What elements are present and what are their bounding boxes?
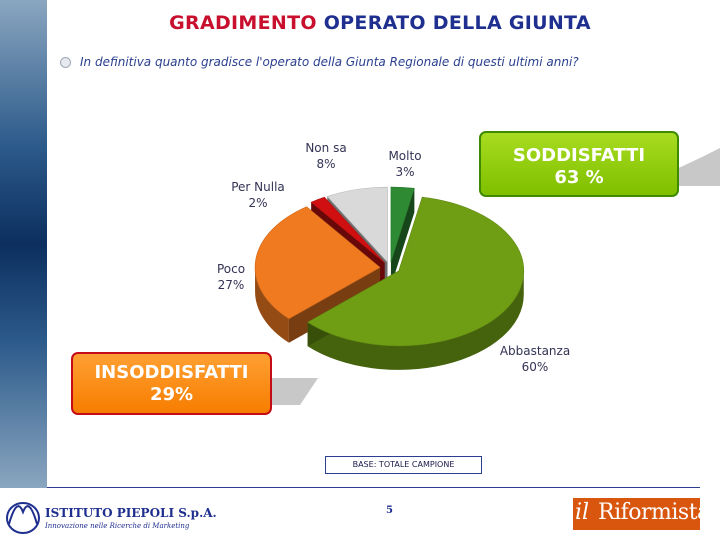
piepoli-tagline: Innovazione nelle Ricerche di Marketing [45,522,190,530]
page-number: 5 [386,505,393,516]
piepoli-logo: ISTITUTO PIEPOLI S.p.A. Innovazione nell… [3,494,217,538]
value-molto: 3% [395,165,414,179]
satisfied-value: 63 % [554,167,604,188]
footer-divider [47,487,700,488]
left-sidebar-band [0,0,47,488]
page-title: GRADIMENTO OPERATO DELLA GIUNTA [0,12,720,34]
label-abbastanza: Abbastanza [500,344,570,358]
title-part-operato: OPERATO DELLA GIUNTA [323,12,591,34]
title-part-gradimento: GRADIMENTO [169,12,317,34]
satisfied-callout: SODDISFATTI 63 % [479,131,679,197]
unsatisfied-value: 29% [149,384,194,405]
piepoli-logo-icon [6,502,40,534]
slice-poco [254,206,381,320]
base-note: BASE: TOTALE CAMPIONE [325,456,482,474]
riformista-name: Riformista [598,500,700,525]
slice-non-sa [326,186,388,263]
label-poco: Poco [217,262,245,276]
label-non-sa: Non sa [305,141,346,155]
bullet-icon [60,57,71,68]
label-molto: Molto [388,149,421,163]
value-non-sa: 8% [316,157,335,171]
survey-question: In definitiva quanto gradisce l'operato … [60,55,579,69]
unsatisfied-callout: INSODDISFATTI 29% [71,352,272,415]
slice-molto [390,186,415,263]
slice-abbastanza [307,196,525,347]
satisfied-callout-shadow [640,148,720,186]
riformista-prefix: il [575,500,590,525]
satisfied-label: SODDISFATTI [512,145,646,166]
piepoli-name: ISTITUTO PIEPOLI S.p.A. [45,506,217,520]
unsatisfied-label: INSODDISFATTI [94,362,249,383]
question-text: In definitiva quanto gradisce l'operato … [80,55,579,69]
label-per-nulla: Per Nulla [231,180,285,194]
value-abbastanza: 60% [522,360,549,374]
slice-cut-molto-1 [390,188,415,287]
slice-side-poco [255,267,289,343]
value-per-nulla: 2% [248,196,267,210]
riformista-logo: il Riformista [573,498,700,530]
slice-side-abbastanza [307,270,524,370]
slice-per-nulla [310,196,385,264]
value-poco: 27% [218,278,245,292]
